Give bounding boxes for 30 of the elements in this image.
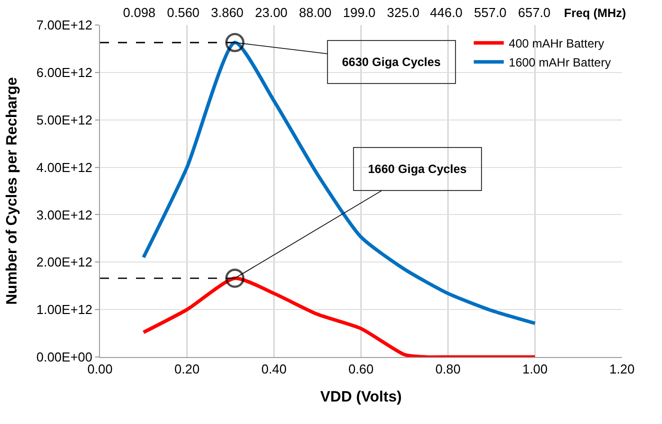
y-tick-label: 5.00E+12 [36,112,92,128]
text: 88.00 [299,5,332,20]
y-tick-label: 4.00E+12 [36,160,92,175]
y-tick-label: 3.00E+12 [36,207,92,222]
text: 657.0 [518,5,551,20]
annotation: 6630 Giga Cycles [342,55,442,69]
text: 23.00 [255,5,288,20]
annotation: 1660 Giga Cycles [368,162,468,176]
text: 325.0 [387,5,420,20]
x-axis-title: VDD (Volts) [320,388,402,406]
y-tick-label: 7.00E+12 [36,18,92,33]
text: 446.0 [430,5,463,20]
text: 199.0 [343,5,376,20]
legend-label: 1600 mAHr Battery [508,56,611,70]
y-tick-label: 6.00E+12 [36,64,92,80]
legend-label: 400 mAHr Battery [508,36,604,50]
text: 3.860 [211,5,244,20]
y-tick-label: 1.00E+12 [36,302,92,318]
x-tick-label: 1.00 [522,362,548,377]
text: 0.098 [123,5,156,20]
y-tick-label: 2.00E+12 [36,254,92,270]
x-tick-label: 0.60 [348,362,374,377]
text: 0.560 [167,5,200,20]
y-axis-title: Number of Cycles per Recharge [4,77,21,305]
x-tick-label: 1.20 [609,362,635,377]
x-tick-label: 0.40 [261,362,287,377]
x-tick-label: 0.80 [435,362,461,377]
x-tick-label: 0.20 [174,362,200,377]
x2-axis-title: Freq (MHz) [564,6,626,20]
text: 557.0 [474,5,507,20]
